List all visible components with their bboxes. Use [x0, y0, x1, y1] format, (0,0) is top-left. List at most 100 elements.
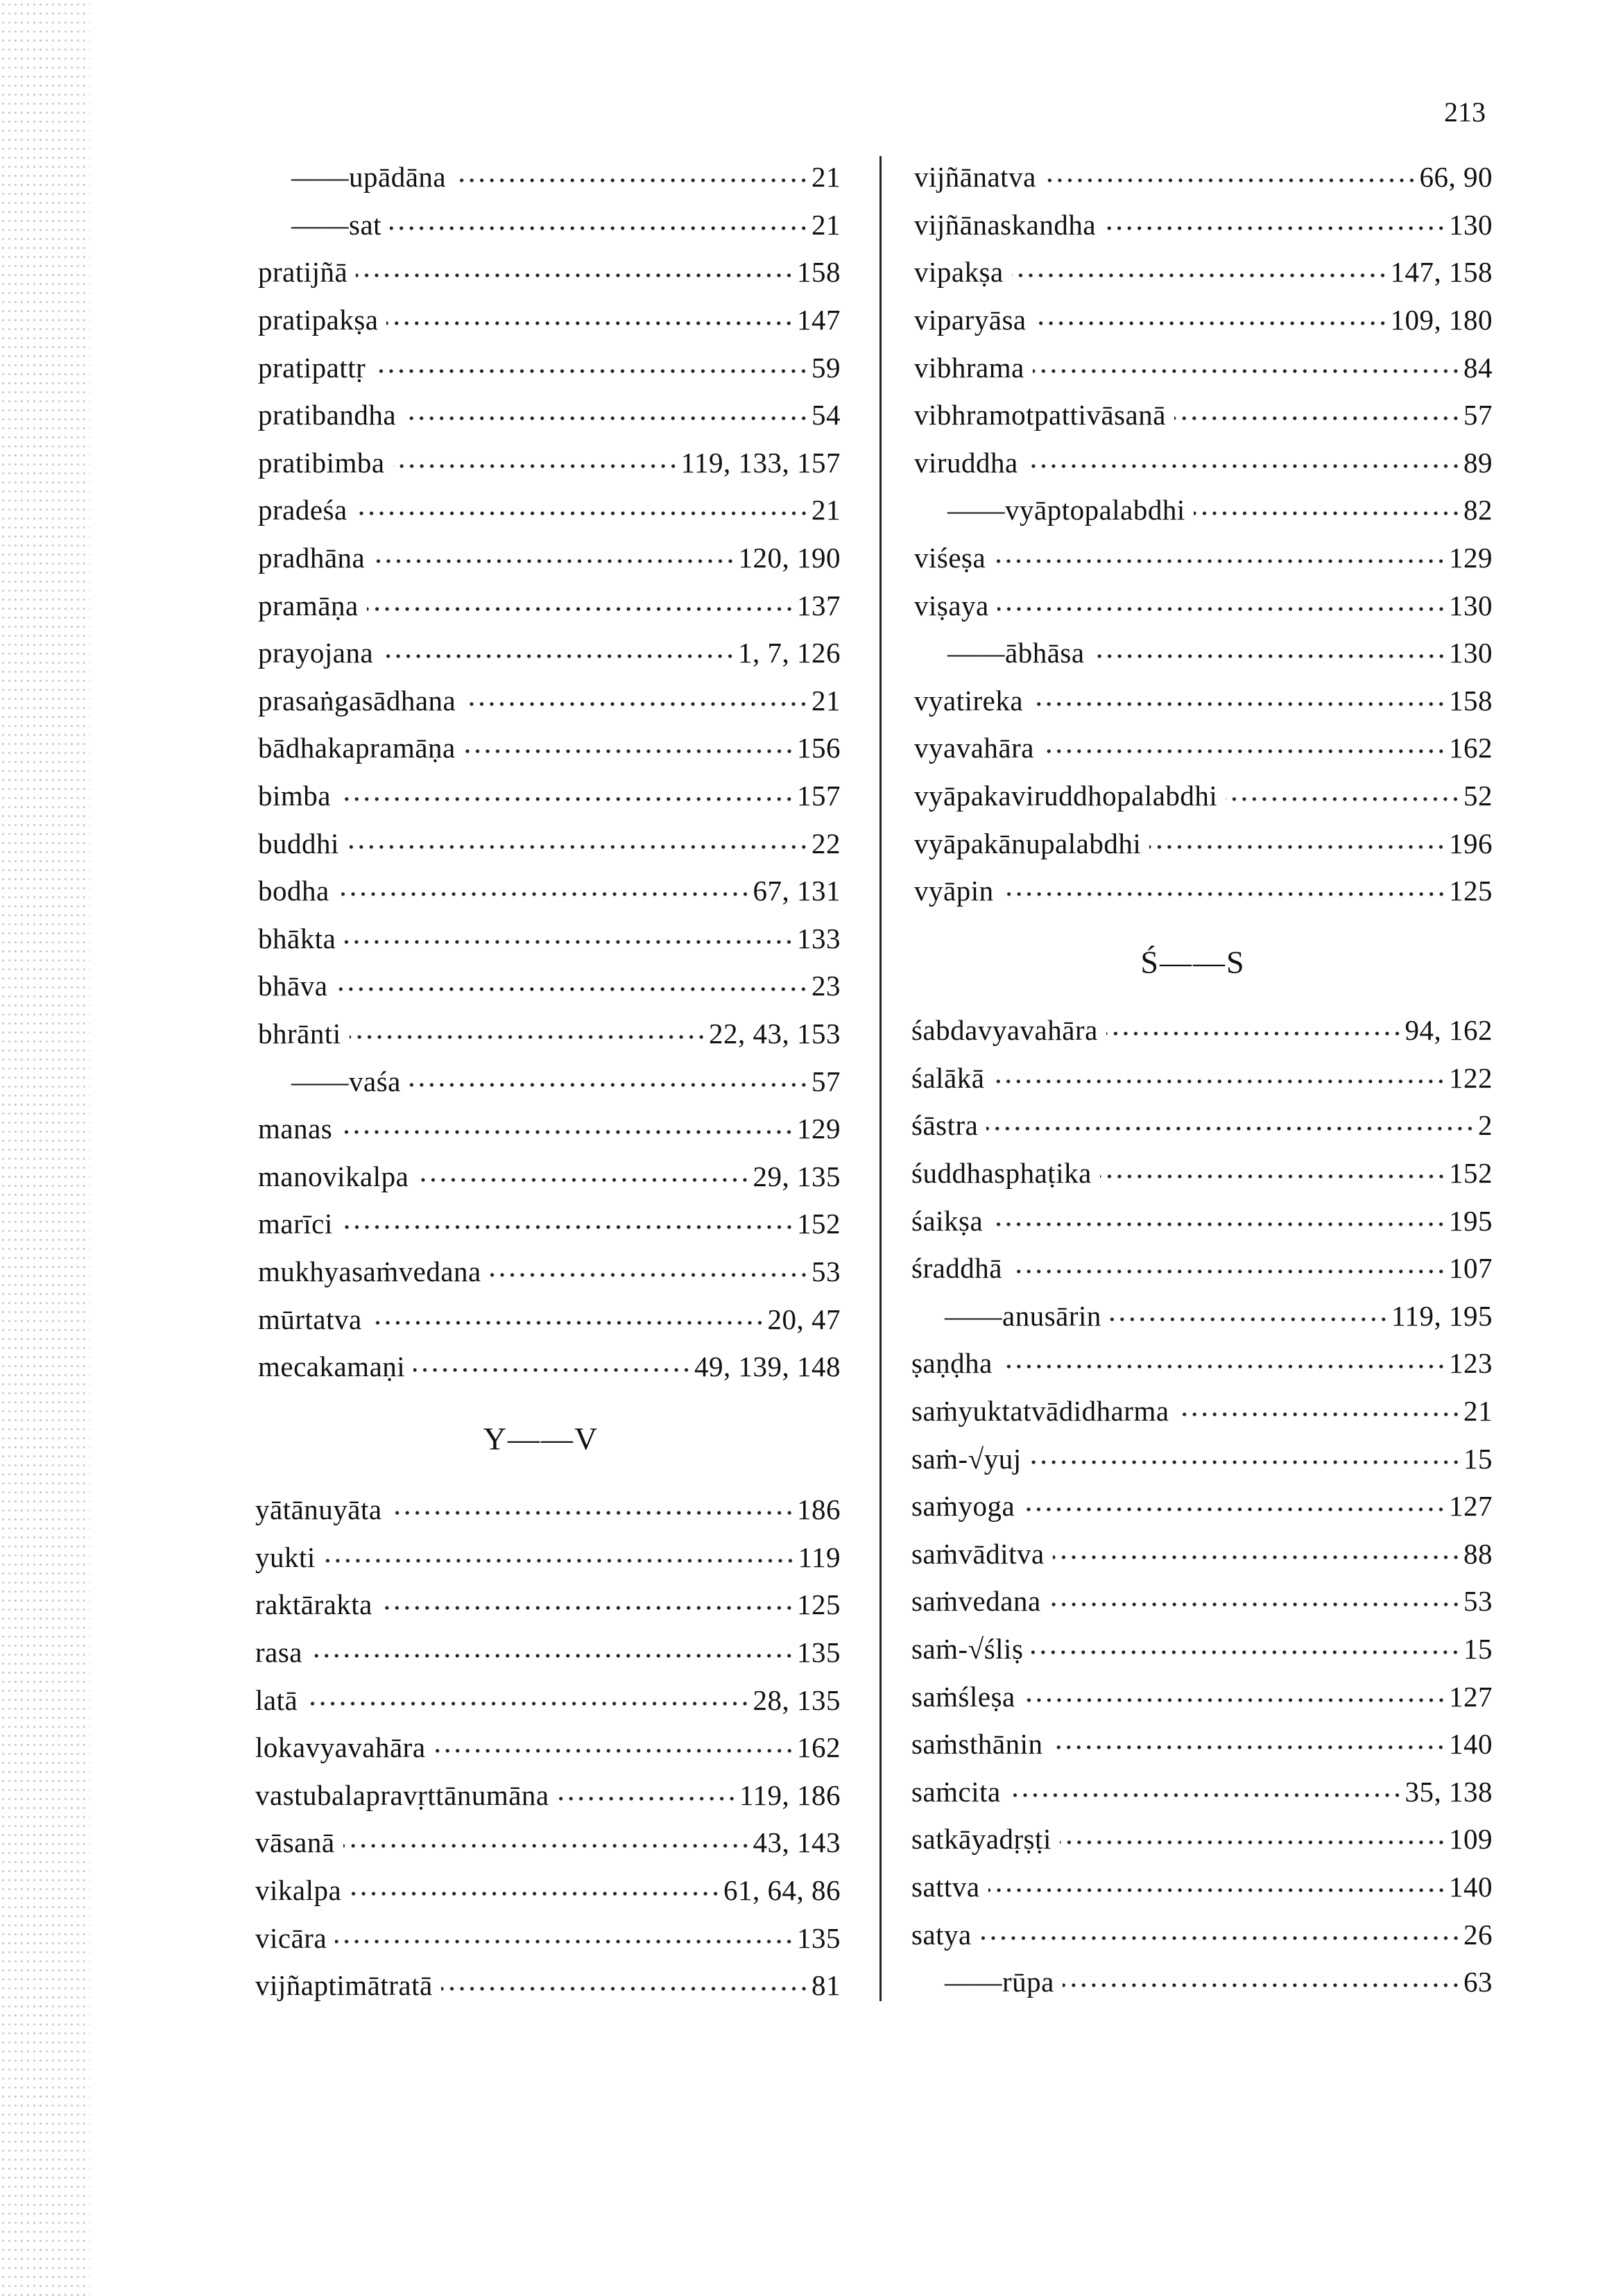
- page-references: 28, 135: [753, 1684, 841, 1716]
- index-term: mecakamaṇi: [258, 1351, 406, 1383]
- dot-leader: [1002, 890, 1446, 899]
- index-term: saṁvedana: [911, 1585, 1041, 1618]
- dot-leader: [464, 699, 809, 708]
- index-term: buddhi: [258, 827, 339, 859]
- index-entry: vyatireka 158: [914, 677, 1493, 725]
- index-entry: vyāpakaviruddhopalabdhi 52: [914, 772, 1493, 820]
- dot-leader: [1106, 1029, 1402, 1038]
- page-references: 107: [1449, 1252, 1493, 1285]
- index-term: ——sat: [291, 208, 382, 241]
- dot-leader: [1062, 1981, 1461, 1990]
- dot-leader: [417, 1175, 750, 1184]
- index-entry: saṁ-√yuj 15: [911, 1434, 1493, 1482]
- dot-leader: [349, 1032, 706, 1041]
- index-term: ṣaṇḍha: [911, 1347, 993, 1380]
- dot-leader: [338, 795, 794, 804]
- dot-leader: [311, 1652, 794, 1661]
- dot-leader: [1149, 842, 1446, 851]
- page-references: 21: [812, 208, 841, 241]
- page-references: 43, 143: [753, 1826, 841, 1859]
- index-entry: viśeṣa 129: [914, 534, 1493, 582]
- dot-leader: [1193, 509, 1461, 518]
- index-term: pratipakṣa: [258, 304, 379, 336]
- dot-leader: [380, 1604, 794, 1613]
- page-references: 140: [1449, 1728, 1493, 1760]
- page-references: 49, 139, 148: [694, 1351, 841, 1383]
- page-references: 21: [812, 161, 841, 194]
- index-entry: yukti 119: [255, 1534, 841, 1582]
- index-term: satkāyadṛṣṭi: [911, 1823, 1051, 1856]
- index-subentry: ——rūpa 63: [911, 1958, 1493, 2006]
- page-references: 22, 43, 153: [709, 1017, 841, 1050]
- page-references: 53: [1463, 1585, 1493, 1618]
- section-heading-y-v: Y——V: [483, 1421, 599, 1457]
- page-references: 158: [1449, 684, 1493, 717]
- index-entry: vipakṣa 147, 158: [914, 248, 1493, 296]
- dot-leader: [335, 1937, 794, 1946]
- dot-leader: [1174, 414, 1461, 423]
- page-references: 195: [1449, 1204, 1493, 1237]
- index-term: ——rūpa: [945, 1966, 1054, 1998]
- index-term: bhrānti: [258, 1017, 341, 1050]
- index-term: śalākā: [911, 1061, 985, 1094]
- index-entry: yātānuyāta 186: [255, 1486, 841, 1534]
- dot-leader: [337, 890, 750, 899]
- index-term: satya: [911, 1918, 972, 1951]
- index-entry: marīci 152: [258, 1200, 841, 1248]
- index-entry: pratipakṣa 147: [258, 296, 841, 344]
- index-term: vipakṣa: [914, 256, 1004, 289]
- index-entry: śuddhasphaṭika 152: [911, 1149, 1493, 1197]
- page-references: 120, 190: [738, 542, 841, 574]
- index-term: śaikṣa: [911, 1204, 984, 1237]
- dot-leader: [404, 414, 809, 423]
- index-entry: mūrtatva 20, 47: [258, 1295, 841, 1343]
- page-references: 130: [1449, 208, 1493, 241]
- index-entry: bodha 67, 131: [258, 867, 841, 915]
- index-entry: pratijñā 158: [258, 248, 841, 296]
- index-term: ——anusārin: [945, 1299, 1101, 1332]
- dot-leader: [1049, 1600, 1461, 1609]
- index-entry: bhākta 133: [258, 915, 841, 963]
- index-entry: vyāpin 125: [914, 867, 1493, 915]
- index-entry: saṁyoga 127: [911, 1482, 1493, 1530]
- index-term: vibhrama: [914, 351, 1024, 384]
- page-references: 125: [797, 1588, 841, 1621]
- dot-leader: [979, 1933, 1461, 1942]
- index-term: vikalpa: [255, 1874, 342, 1907]
- page-references: 129: [797, 1113, 841, 1145]
- page-references: 129: [1449, 542, 1493, 574]
- index-entry: mukhyasaṁvedana 53: [258, 1248, 841, 1296]
- dot-leader: [993, 1077, 1446, 1086]
- page-references: 84: [1463, 351, 1493, 384]
- index-term: vāsanā: [255, 1826, 335, 1859]
- index-entry: saṁśleṣa 127: [911, 1672, 1493, 1720]
- dot-leader: [1177, 1410, 1461, 1419]
- page-references: 133: [797, 922, 841, 954]
- dot-leader: [1051, 1743, 1446, 1752]
- dot-leader: [366, 604, 794, 613]
- section-heading-s-s: Ś——S: [1140, 944, 1246, 980]
- dot-leader: [1034, 319, 1388, 328]
- index-term: saṁśleṣa: [911, 1680, 1015, 1713]
- index-entry: vibhramotpattivāsanā 57: [914, 391, 1493, 439]
- right-column-index: vijñānatva 66, 90 vijñānaskandha 130 vipakṣa…: [914, 153, 1493, 915]
- page-references: 61, 64, 86: [723, 1874, 841, 1907]
- dot-leader: [1042, 747, 1446, 756]
- index-subentry: ——vaśa 57: [258, 1057, 841, 1105]
- dot-leader: [1029, 1457, 1461, 1466]
- index-term: mūrtatva: [258, 1303, 362, 1335]
- left-column-index-y-v: yātānuyāta 186 yukti 119 raktārakta 125 rasa 13…: [255, 1486, 841, 2010]
- dot-leader: [1104, 223, 1446, 232]
- dot-leader: [306, 1699, 750, 1708]
- index-term: bhākta: [258, 922, 336, 954]
- page-references: 186: [797, 1493, 841, 1526]
- dot-leader: [1023, 1505, 1446, 1514]
- index-entry: vijñaptimātratā 81: [255, 1962, 841, 2010]
- index-entry: saṁvedana 53: [911, 1577, 1493, 1625]
- page-references: 67, 131: [753, 875, 841, 907]
- page-references: 135: [797, 1636, 841, 1669]
- page-references: 156: [797, 732, 841, 764]
- index-term: sattva: [911, 1870, 980, 1903]
- dot-leader: [986, 1124, 1475, 1133]
- page-references: 130: [1449, 589, 1493, 622]
